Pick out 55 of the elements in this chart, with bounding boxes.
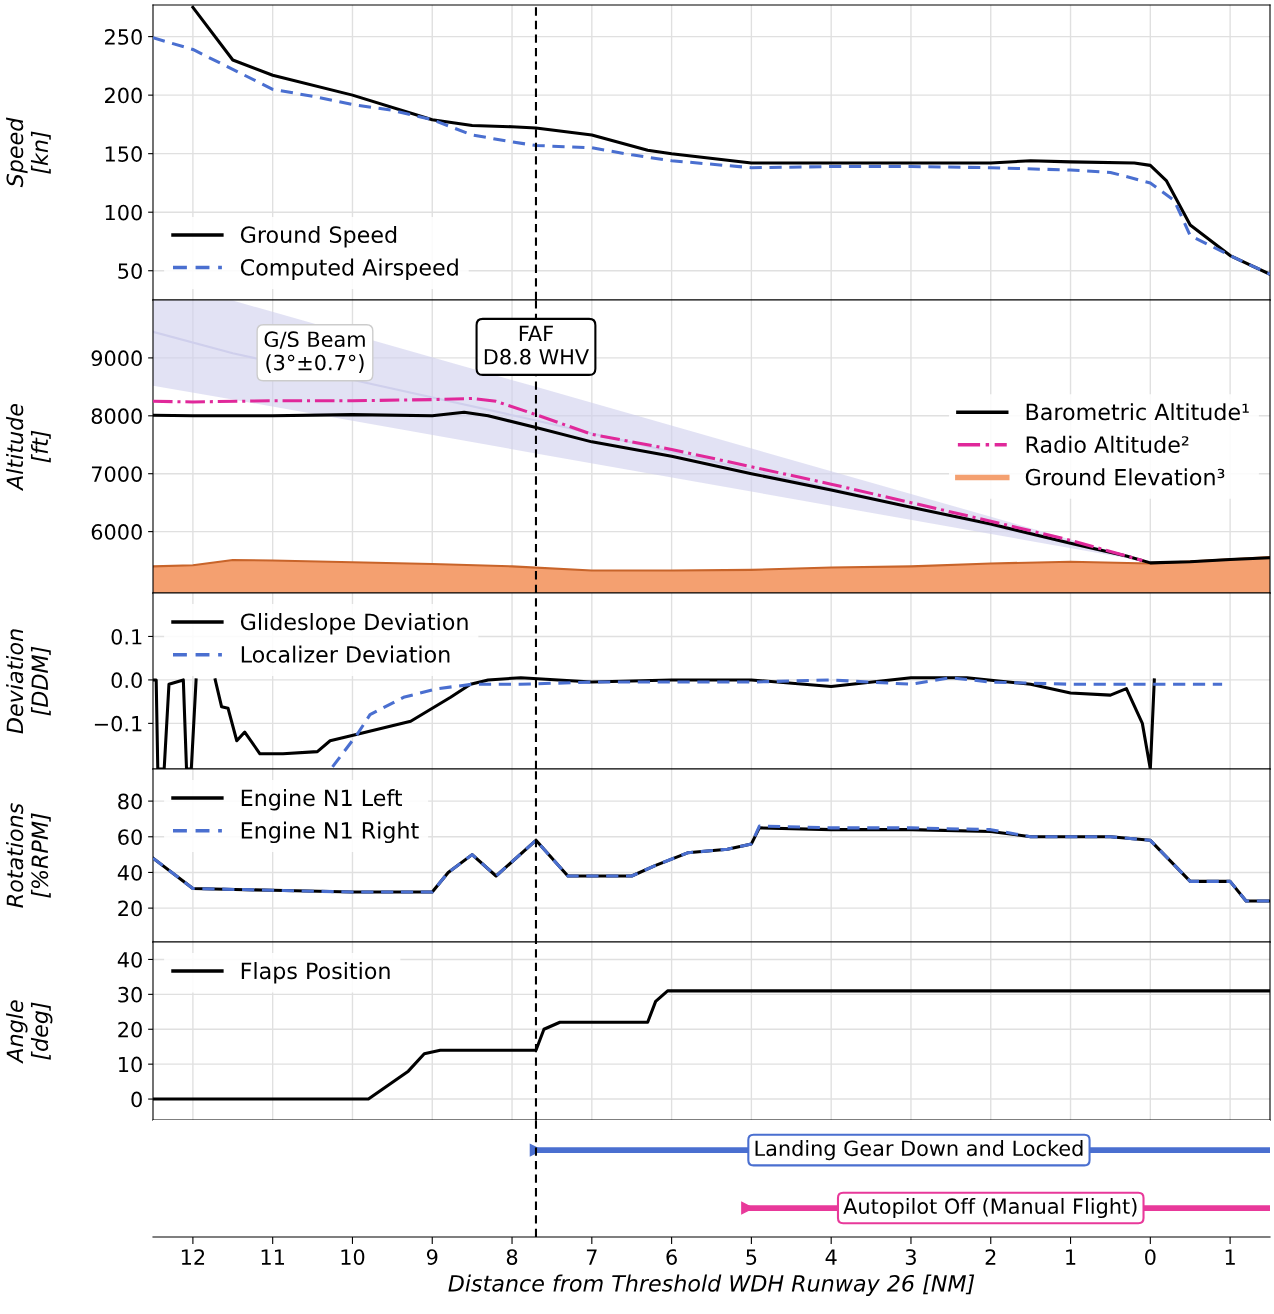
x-tick-label: 1 — [1066, 1249, 1076, 1265]
legend-label: Engine N1 Left — [241, 789, 402, 811]
x-tick-label: 3 — [905, 1249, 916, 1265]
x-tick-label: 9 — [426, 1249, 438, 1265]
x-tick-label: 4 — [825, 1249, 837, 1265]
y-tick-label: 200 — [105, 87, 142, 104]
y-tick-label: −0.1 — [94, 715, 142, 732]
x-tick-label: 8 — [506, 1249, 518, 1265]
y-tick-label: 6000 — [91, 524, 142, 540]
y-tick-label: 30 — [118, 986, 142, 1003]
y-axis-title: Rotations [%RPM] — [6, 803, 51, 908]
y-tick-label: 50 — [118, 263, 142, 279]
annotation: Landing Gear Down and Locked — [755, 1140, 1083, 1161]
x-tick-label: 10 — [341, 1249, 365, 1265]
x-tick-label: 6 — [666, 1249, 677, 1265]
y-tick-label: 80 — [118, 793, 142, 810]
legend-label: Flaps Position — [241, 962, 390, 984]
legend-label: Ground Elevation³ — [1025, 468, 1225, 486]
y-tick-label: 10 — [119, 1056, 142, 1073]
legend-label: Barometric Altitude¹ — [1026, 403, 1249, 421]
y-tick-label: 60 — [118, 829, 142, 845]
y-tick-label: 40 — [117, 951, 142, 968]
legend-label: Localizer Deviation — [241, 645, 450, 663]
legend-label: Glideslope Deviation — [240, 613, 468, 635]
x-tick-label: 7 — [586, 1249, 597, 1265]
x-tick-label: 12 — [181, 1249, 205, 1265]
x-tick-label: 2 — [985, 1249, 996, 1265]
y-tick-label: 100 — [105, 204, 142, 221]
x-tick-label: 0 — [1145, 1249, 1156, 1265]
annotation: G/S Beam (3°±0.7°) — [264, 331, 365, 373]
annotation: FAF D8.8 WHV — [484, 325, 589, 365]
x-axis-title: Distance from Threshold WDH Runway 26 [NM] — [448, 1274, 975, 1297]
x-tick-label: 1 — [1225, 1249, 1235, 1265]
y-tick-label: 40 — [117, 864, 142, 881]
y-tick-label: 7000 — [91, 466, 142, 482]
y-tick-label: 20 — [118, 900, 142, 917]
y-tick-label: 9000 — [91, 350, 142, 367]
y-axis-title: Speed [kn] — [6, 117, 51, 188]
annotation: Autopilot Off (Manual Flight) — [843, 1197, 1137, 1219]
y-axis-title: Deviation [DDM] — [6, 629, 51, 734]
y-tick-label: 0 — [131, 1091, 142, 1108]
y-tick-label: 0.0 — [111, 672, 142, 689]
x-tick-label: 5 — [746, 1249, 757, 1265]
y-tick-label: 150 — [105, 146, 142, 162]
y-tick-label: 20 — [118, 1021, 142, 1038]
legend-label: Radio Altitude² — [1026, 435, 1189, 453]
legend-label: Ground Speed — [240, 225, 397, 248]
y-axis-title: Altitude [ft] — [6, 404, 51, 492]
y-tick-label: 250 — [105, 29, 142, 45]
y-axis-title: Angle [deg] — [6, 1000, 53, 1064]
y-tick-label: 0.1 — [111, 628, 142, 645]
y-tick-label: 8000 — [91, 408, 142, 425]
legend-label: Engine N1 Right — [241, 821, 419, 844]
legend-label: Computed Airspeed — [240, 258, 458, 280]
x-tick-label: 11 — [261, 1249, 285, 1265]
